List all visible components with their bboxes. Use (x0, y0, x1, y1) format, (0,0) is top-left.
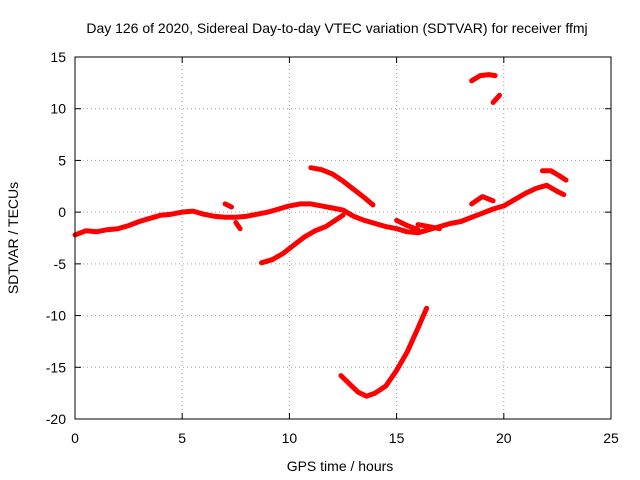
y-tick-label: 15 (50, 49, 66, 65)
tick-marks (74, 56, 612, 420)
x-tick-label: 25 (603, 430, 619, 446)
series-arc-7 (539, 168, 569, 183)
x-axis-label: GPS time / hours (287, 458, 394, 474)
chart-title: Day 126 of 2020, Sidereal Day-to-day VTE… (86, 20, 587, 36)
series-arc-5 (469, 72, 498, 84)
plot-frame (74, 56, 612, 420)
y-tick-label: 0 (58, 204, 66, 220)
y-tick-label: 10 (50, 101, 66, 117)
y-tick-labels: -20 -15 -10 -5 0 5 10 15 (46, 49, 66, 427)
series-arc-3 (308, 165, 376, 208)
y-tick-label: -5 (54, 256, 67, 272)
grid (75, 57, 611, 419)
series-arc-1 (72, 182, 567, 238)
y-tick-label: -15 (46, 359, 66, 375)
series-arc-8 (415, 222, 442, 232)
x-tick-label: 5 (178, 430, 186, 446)
series-arc-10 (222, 201, 234, 210)
series-arc-4 (338, 305, 430, 399)
y-tick-label: -10 (46, 308, 66, 324)
y-axis-label: SDTVAR / TECUs (5, 182, 21, 294)
x-tick-label: 20 (496, 430, 512, 446)
y-tick-label: -20 (46, 411, 66, 427)
series-arc-11 (469, 194, 496, 207)
x-tick-label: 10 (282, 430, 298, 446)
series-arc-9 (233, 220, 243, 232)
x-tick-label: 15 (389, 430, 405, 446)
data-series (72, 72, 569, 399)
series-arc-12 (394, 217, 421, 233)
series-arc-6 (490, 92, 502, 105)
x-tick-labels: 0 5 10 15 20 25 (71, 430, 619, 446)
series-arc-2 (259, 212, 346, 266)
x-tick-label: 0 (71, 430, 79, 446)
y-tick-label: 5 (58, 152, 66, 168)
